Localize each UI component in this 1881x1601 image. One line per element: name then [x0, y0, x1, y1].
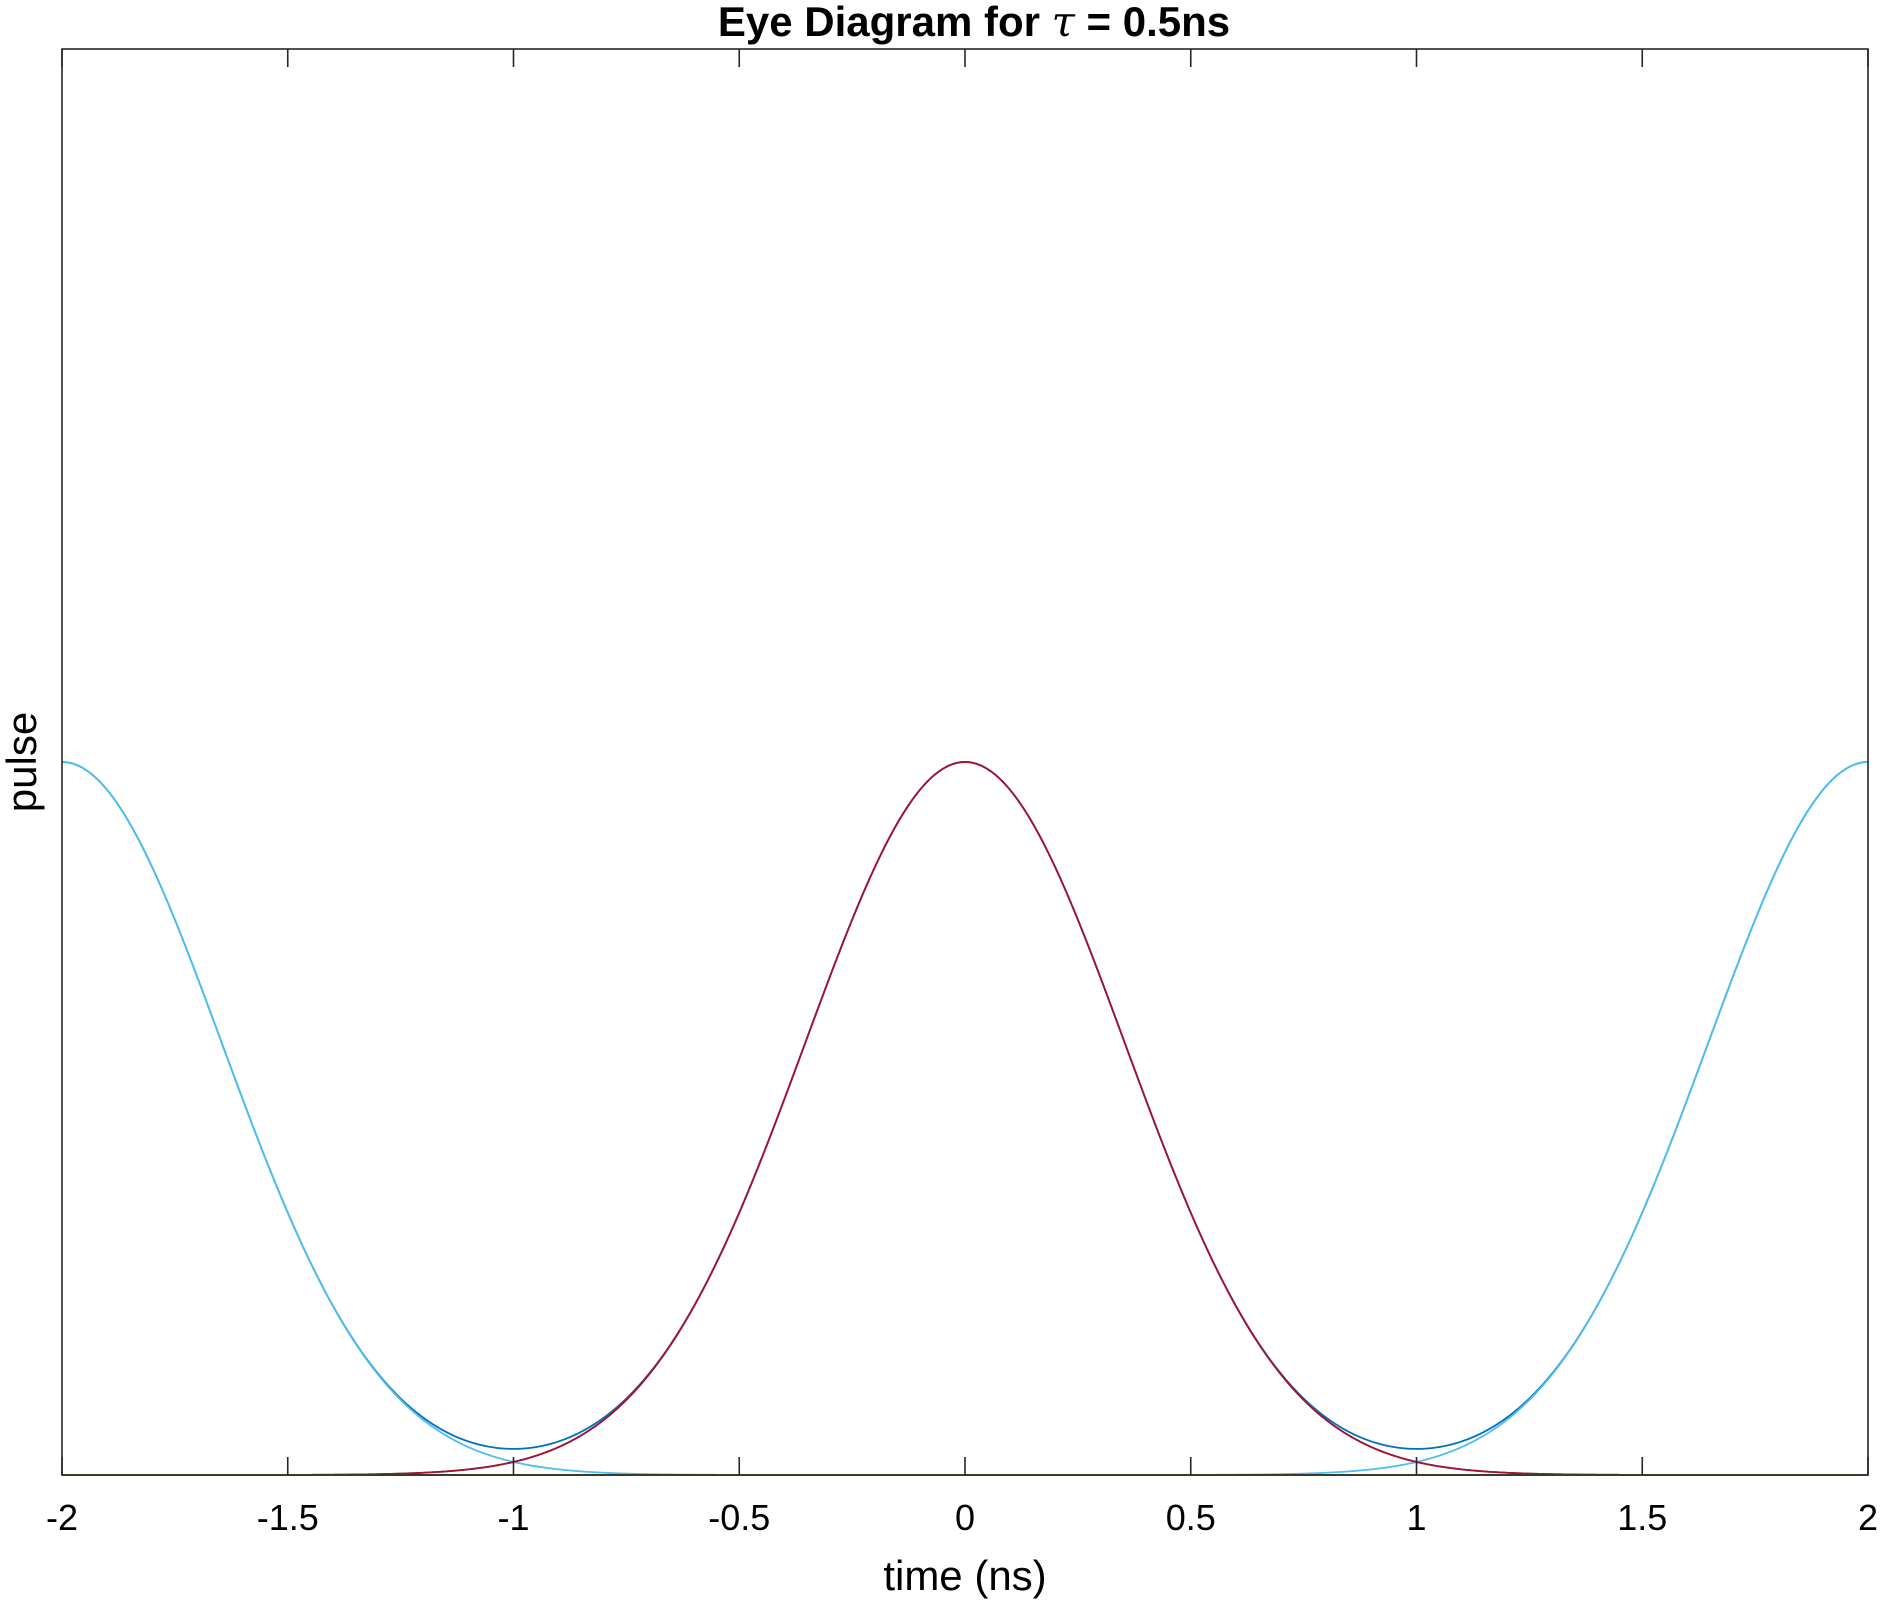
x-tick-label: -1.5	[257, 1497, 319, 1538]
x-tick-label: 0.5	[1166, 1497, 1216, 1538]
chart-title: Eye Diagram for τ = 0.5ns	[718, 0, 1230, 46]
tick-layer	[61, 49, 1869, 1475]
series-line-1	[61, 761, 1869, 1450]
series-line-4	[62, 761, 1868, 1476]
series-line-2	[61, 761, 1869, 1476]
x-axis-label: time (ns)	[883, 1552, 1046, 1599]
x-tick-label: -0.5	[708, 1497, 770, 1538]
x-tick-label: 1.5	[1617, 1497, 1667, 1538]
x-tick-label: -1	[497, 1497, 529, 1538]
x-tick-label: 2	[1858, 1497, 1878, 1538]
y-axis-label: pulse	[0, 712, 45, 812]
x-tick-label: 0	[955, 1497, 975, 1538]
x-tick-label: -2	[46, 1497, 78, 1538]
series-line-3	[62, 761, 1868, 1476]
series-layer	[61, 761, 1869, 1476]
x-tick-label: 1	[1406, 1497, 1426, 1538]
plot-area	[61, 48, 1869, 1476]
